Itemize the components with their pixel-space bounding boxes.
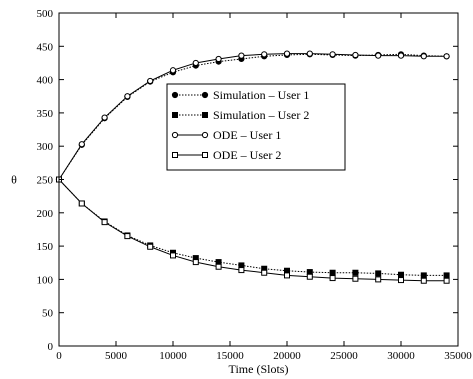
y-tick-label: 450 (37, 41, 54, 53)
legend-marker (171, 91, 179, 99)
y-tick-label: 350 (37, 108, 54, 120)
data-point (169, 67, 177, 74)
data-point (215, 55, 222, 63)
data-point (147, 243, 154, 250)
data-point (306, 273, 313, 280)
data-point (192, 259, 199, 266)
legend-entry: ODE – User 2 (172, 148, 281, 162)
y-tick-label: 200 (37, 208, 54, 220)
y-tick-label: 150 (37, 241, 54, 253)
legend-label: Simulation – User 1 (213, 88, 309, 102)
data-point (306, 50, 313, 57)
y-tick-label: 300 (37, 141, 54, 153)
x-tick-label: 20000 (273, 350, 301, 362)
data-point (78, 141, 85, 148)
x-tick-label: 30000 (387, 350, 415, 362)
legend-marker (201, 91, 209, 99)
data-point (78, 200, 85, 207)
data-point (352, 269, 359, 276)
y-tick-label: 100 (37, 274, 54, 286)
plot-frame (58, 12, 459, 347)
y-tick-label: 250 (37, 175, 54, 187)
legend-box (166, 83, 346, 171)
series-line (58, 179, 447, 282)
series-4 (56, 176, 450, 284)
series-line (58, 53, 447, 180)
y-tick-label: 400 (37, 75, 54, 87)
x-tick-label: 10000 (159, 350, 187, 362)
legend-marker (172, 112, 178, 118)
data-point (329, 275, 336, 282)
series-2 (56, 176, 450, 279)
data-point (261, 269, 268, 276)
x-tick-label: 15000 (216, 350, 244, 362)
legend-label: Simulation – User 2 (213, 108, 309, 122)
y-axis-label: θ (11, 173, 17, 187)
y-tick-label: 500 (37, 8, 54, 20)
legend-marker (202, 152, 208, 158)
data-point (238, 52, 245, 59)
data-point (375, 276, 382, 283)
data-point (261, 51, 268, 58)
data-point (124, 93, 131, 100)
data-point (101, 114, 108, 121)
legend-entry: Simulation – User 1 (171, 88, 309, 102)
x-tick-label: 5000 (105, 350, 128, 362)
data-point (443, 277, 450, 284)
series-line (58, 179, 447, 276)
data-point (375, 52, 382, 59)
data-point (238, 267, 245, 274)
data-point (284, 272, 290, 279)
data-point (170, 252, 176, 259)
legend: Simulation – User 1 Simulation – User 2 OD… (166, 83, 346, 171)
legend-entry: ODE – User 1 (171, 128, 281, 142)
y-tick-label: 0 (48, 341, 54, 353)
ticks-layer: 0 5000 10000 15000 20000 25000 30000 35000 0 50 10… (37, 8, 473, 362)
data-point (192, 59, 199, 67)
series-layer (55, 50, 450, 284)
legend-marker (171, 131, 179, 139)
legend-marker (202, 112, 208, 118)
x-tick-label: 35000 (444, 350, 472, 362)
data-point (420, 277, 427, 284)
y-tick-label: 50 (42, 308, 54, 320)
data-point (420, 53, 427, 60)
series-3 (55, 50, 450, 183)
legend-label: ODE – User 1 (213, 128, 281, 142)
legend-marker (201, 131, 209, 139)
x-tick-label: 25000 (330, 350, 358, 362)
data-point (329, 269, 336, 276)
data-point (352, 51, 359, 59)
data-point (398, 277, 404, 284)
data-point (420, 272, 427, 279)
data-point (329, 51, 336, 58)
legend-entry: Simulation – User 2 (172, 108, 309, 122)
data-point (283, 50, 291, 57)
data-point (443, 53, 450, 60)
data-point (397, 52, 405, 59)
data-point (352, 275, 359, 282)
data-point (101, 219, 108, 226)
x-tick-label: 0 (56, 350, 62, 362)
data-point (215, 263, 222, 270)
x-axis-label: Time (Slots) (229, 362, 289, 376)
data-point (443, 272, 450, 279)
legend-label: ODE – User 2 (213, 148, 281, 162)
data-point (398, 271, 404, 278)
legend-items: Simulation – User 1 Simulation – User 2 OD… (171, 88, 309, 162)
data-point (147, 77, 154, 85)
data-point (124, 233, 131, 240)
legend-marker (172, 152, 178, 158)
data-point (375, 270, 382, 277)
